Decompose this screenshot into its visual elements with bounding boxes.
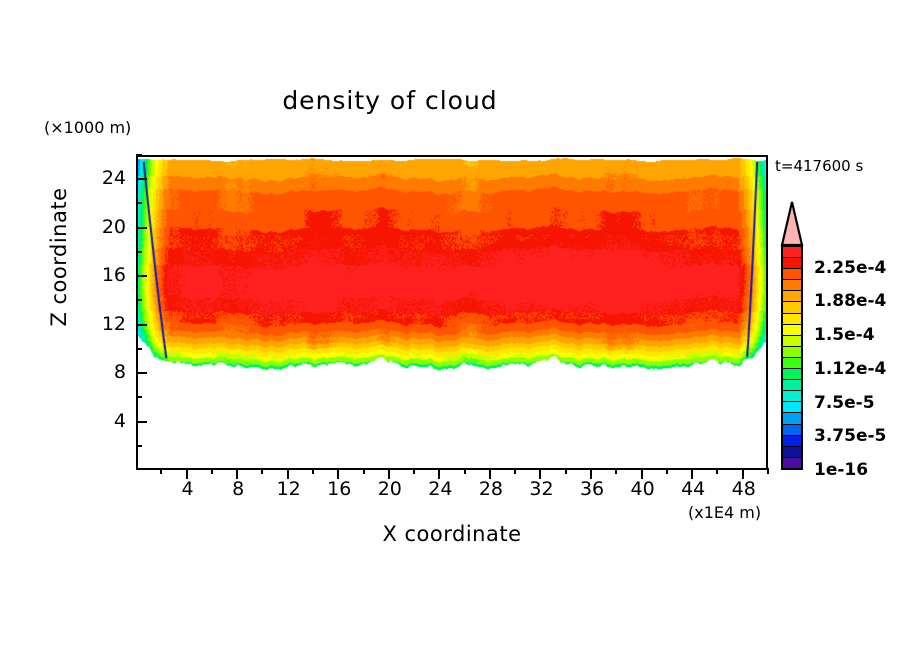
x-tick-major — [236, 468, 239, 479]
colorbar-segment-10 — [783, 357, 801, 370]
colorbar-segment-0 — [783, 247, 801, 259]
x-tick-label: 32 — [529, 478, 554, 500]
plot-area[interactable] — [136, 155, 768, 470]
x-tick-minor — [362, 468, 365, 474]
colorbar-segment-6 — [783, 313, 801, 325]
colorbar-tick-label: 1.5e-4 — [814, 325, 875, 345]
colorbar-segments — [781, 245, 803, 470]
x-tick-major — [185, 468, 188, 479]
x-tick-major — [741, 468, 744, 479]
y-tick-major — [136, 372, 147, 375]
colorbar-tick-label: 7.5e-5 — [814, 392, 875, 413]
x-tick-major — [387, 468, 390, 479]
x-tick-minor — [210, 468, 213, 474]
y-tick-label: 12 — [101, 312, 126, 335]
colorbar-tick-label: 2.25e-4 — [814, 257, 887, 278]
x-tick-label: 44 — [681, 478, 706, 500]
x-tick-minor — [665, 468, 668, 474]
x-tick-minor — [311, 468, 314, 474]
y-tick-minor — [136, 444, 142, 447]
x-axis-unit-label: (x1E4 m) — [688, 503, 762, 522]
colorbar-segment-12 — [783, 380, 801, 392]
colorbar-segment-4 — [783, 291, 801, 303]
x-tick-minor — [463, 468, 466, 474]
x-tick-major — [539, 468, 542, 479]
colorbar-segment-5 — [783, 302, 801, 314]
y-tick-label: 8 — [113, 361, 126, 384]
colorbar-segment-17 — [783, 435, 801, 447]
x-tick-minor — [160, 468, 163, 474]
time-annotation: t=417600 s — [775, 157, 864, 175]
colorbar-segment-13 — [783, 391, 801, 403]
colorbar-segment-3 — [783, 280, 801, 292]
colorbar-tick-label: 1.88e-4 — [814, 291, 887, 312]
colorbar-segment-15 — [783, 413, 801, 425]
page-title: density of cloud — [282, 86, 498, 115]
x-tick-label: 4 — [181, 478, 194, 500]
y-tick-minor — [136, 202, 142, 205]
x-tick-major — [640, 468, 643, 479]
y-tick-minor — [136, 347, 142, 350]
colorbar[interactable] — [779, 200, 805, 470]
x-tick-major — [337, 468, 340, 479]
y-tick-minor — [136, 154, 142, 156]
x-tick-minor — [716, 468, 719, 474]
colorbar-segment-19 — [783, 457, 801, 468]
x-tick-minor — [413, 468, 416, 474]
y-tick-label: 16 — [101, 264, 126, 287]
y-tick-label: 20 — [101, 215, 126, 238]
y-tick-label: 4 — [113, 409, 126, 432]
x-tick-minor — [514, 468, 517, 474]
x-tick-label: 40 — [630, 478, 655, 500]
x-tick-major — [691, 468, 694, 479]
y-tick-major — [136, 323, 147, 326]
y-tick-major — [136, 275, 147, 278]
y-tick-major — [136, 178, 147, 181]
colorbar-over-arrow — [780, 201, 804, 246]
colorbar-segment-2 — [783, 269, 801, 281]
colorbar-segment-9 — [783, 346, 801, 358]
y-axis-title: Z coordinate — [47, 187, 71, 327]
colorbar-segment-11 — [783, 369, 801, 381]
x-tick-minor — [564, 468, 567, 474]
x-tick-label: 16 — [327, 478, 352, 500]
contour-field — [138, 157, 766, 468]
colorbar-segment-18 — [783, 446, 801, 458]
x-tick-major — [488, 468, 491, 479]
y-tick-minor — [136, 299, 142, 302]
y-tick-minor — [136, 396, 142, 399]
colorbar-segment-14 — [783, 402, 801, 414]
x-tick-label: 36 — [579, 478, 605, 500]
y-axis-unit-label: (×1000 m) — [44, 118, 132, 137]
x-tick-minor — [767, 468, 769, 474]
y-tick-major — [136, 226, 147, 229]
colorbar-tick-label: 1.12e-4 — [814, 358, 887, 379]
colorbar-segment-7 — [783, 324, 801, 336]
x-tick-label: 48 — [731, 478, 756, 500]
colorbar-tick-label: 1e-16 — [814, 460, 869, 480]
x-tick-label: 24 — [428, 478, 453, 500]
colorbar-segment-8 — [783, 335, 801, 347]
y-tick-label: 24 — [101, 167, 126, 190]
y-tick-major — [136, 420, 147, 423]
x-axis-title: X coordinate — [382, 522, 522, 546]
x-tick-major — [286, 468, 289, 479]
x-tick-label: 28 — [478, 478, 503, 500]
x-tick-label: 12 — [276, 478, 301, 500]
x-tick-label: 8 — [232, 478, 245, 500]
colorbar-tick-label: 3.75e-5 — [814, 426, 887, 447]
colorbar-segment-1 — [783, 258, 801, 270]
x-tick-minor — [615, 468, 618, 474]
y-tick-minor — [136, 250, 142, 253]
x-tick-major — [438, 468, 441, 479]
x-tick-minor — [261, 468, 264, 474]
x-tick-label: 20 — [377, 478, 402, 500]
colorbar-segment-16 — [783, 424, 801, 436]
x-tick-major — [590, 468, 593, 479]
